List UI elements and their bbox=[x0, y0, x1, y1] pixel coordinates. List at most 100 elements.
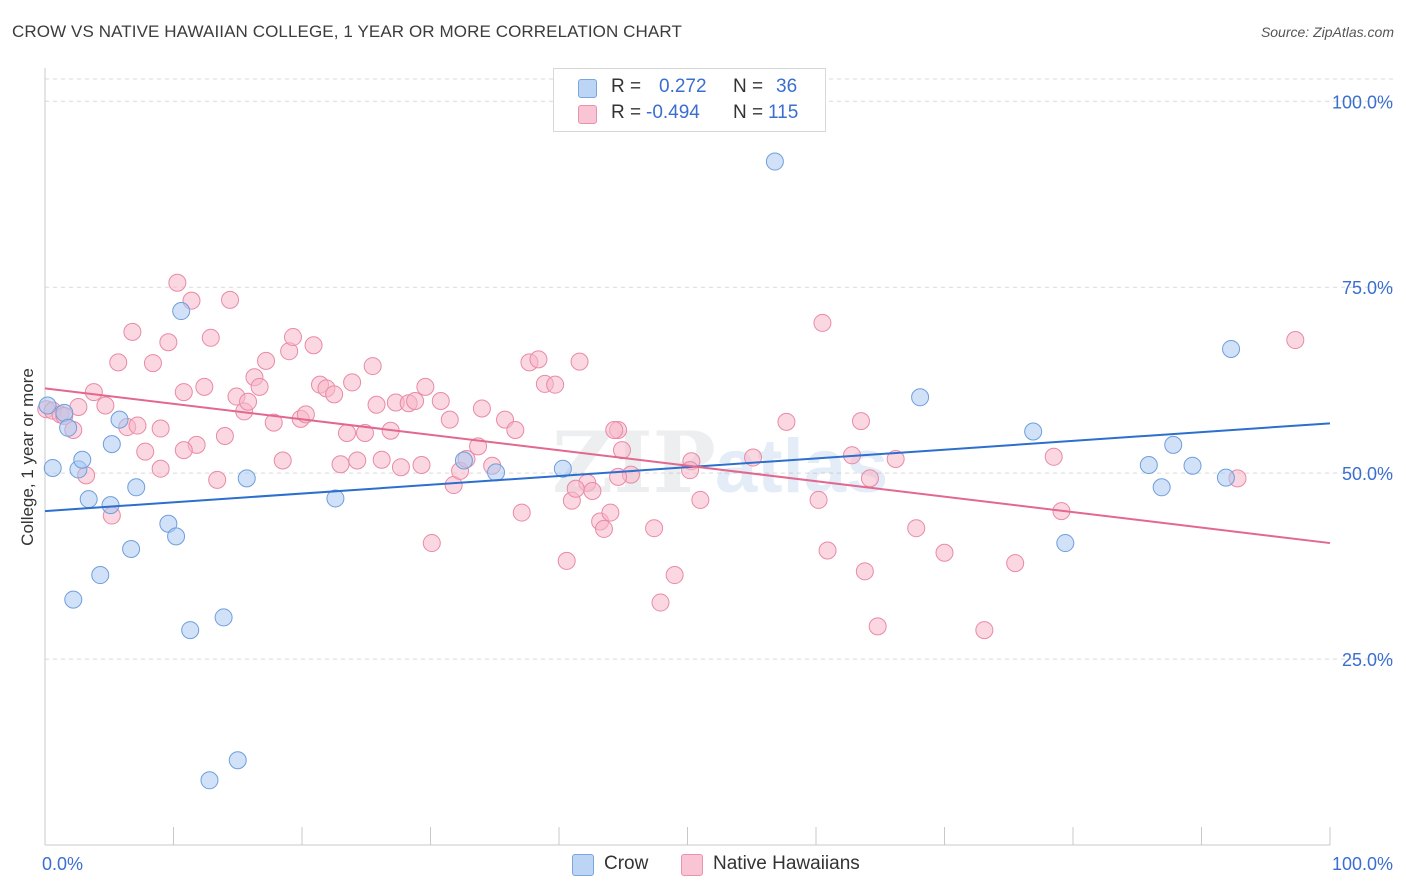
hawaiian-point bbox=[208, 470, 227, 489]
hawaiian-point bbox=[860, 469, 879, 488]
crow-point bbox=[1024, 422, 1043, 441]
hawaiian-point bbox=[777, 412, 796, 431]
hawaiian-point bbox=[512, 503, 531, 522]
hawaiian-point bbox=[123, 322, 142, 341]
hawaiian-point bbox=[96, 396, 115, 415]
hawaiian-point bbox=[605, 421, 624, 440]
crow-swatch bbox=[578, 79, 597, 98]
hawaiian-point bbox=[570, 352, 589, 371]
gridlines bbox=[45, 78, 1395, 660]
hawaiian-point bbox=[851, 412, 870, 431]
hawaiian-point bbox=[665, 566, 684, 585]
crow-point bbox=[1164, 435, 1183, 454]
hawaiian-point bbox=[1286, 331, 1305, 350]
series-crow bbox=[38, 152, 1241, 790]
hawaiian-point bbox=[557, 551, 576, 570]
y-tick-label: 100.0% bbox=[1332, 92, 1393, 112]
hawaiian-point bbox=[469, 437, 488, 456]
hawaiian-point bbox=[250, 377, 269, 396]
crow-trend-line bbox=[44, 422, 1331, 513]
hawaiian-point bbox=[201, 328, 220, 347]
hawaiian-point bbox=[529, 350, 548, 369]
crow-point bbox=[43, 458, 62, 477]
hawaiian-point bbox=[355, 423, 374, 442]
crow-point bbox=[1183, 456, 1202, 475]
hawaiian-point bbox=[337, 423, 356, 442]
hawaiian-trend-line bbox=[44, 387, 1331, 545]
crow-point bbox=[73, 450, 92, 469]
x-tick-label-max: 100.0% bbox=[1332, 854, 1393, 874]
correlation-legend: R = 0.272 N = 36 R = -0.494 N = 115 bbox=[553, 68, 826, 132]
hawaiian-point bbox=[886, 450, 905, 469]
crow-n-label: N = bbox=[733, 76, 764, 97]
crow-point bbox=[765, 152, 784, 171]
crow-point bbox=[553, 459, 572, 478]
crow-point bbox=[214, 608, 233, 627]
tick-labels: 25.0% 50.0% 75.0% 100.0% 0.0% 100.0% bbox=[42, 92, 1393, 874]
hawaiian-point bbox=[128, 416, 147, 435]
hawaiian-point bbox=[645, 519, 664, 538]
hawaiian-swatch bbox=[578, 105, 597, 124]
crow-point bbox=[172, 302, 191, 321]
crow-point bbox=[237, 469, 256, 488]
crow-point bbox=[102, 435, 121, 454]
hawaiian-point bbox=[681, 461, 700, 480]
hawaiian-point bbox=[412, 455, 431, 474]
hawaiian-point bbox=[195, 377, 214, 396]
hawaiian-point bbox=[422, 534, 441, 553]
crow-point bbox=[79, 490, 98, 509]
crow-point bbox=[127, 478, 146, 497]
hawaiian-point bbox=[348, 451, 367, 470]
hawaiian-point bbox=[143, 354, 162, 373]
trend-lines bbox=[44, 387, 1331, 545]
hawaiian-point bbox=[168, 273, 187, 292]
crow-point bbox=[59, 418, 78, 437]
crow-point bbox=[1152, 478, 1171, 497]
crow-point bbox=[91, 566, 110, 585]
hawaiian-point bbox=[372, 450, 391, 469]
crow-point bbox=[454, 451, 473, 470]
hawaiian-point bbox=[257, 351, 276, 370]
hawaiian-point bbox=[416, 377, 435, 396]
hawaiian-point bbox=[331, 455, 350, 474]
crow-point bbox=[1139, 455, 1158, 474]
y-axis-label: College, 1 year or more bbox=[18, 368, 37, 546]
hawaiian-point bbox=[151, 459, 170, 478]
crow-point bbox=[1056, 534, 1075, 553]
crow-point bbox=[110, 410, 129, 429]
crow-point bbox=[228, 751, 247, 770]
hawaiian-r-value: -0.494 bbox=[646, 102, 700, 123]
crow-point bbox=[1216, 468, 1235, 487]
hawaiian-point bbox=[1006, 554, 1025, 573]
hawaiian-point bbox=[506, 421, 525, 440]
hawaiian-point bbox=[174, 441, 193, 460]
crow-point bbox=[38, 396, 57, 415]
y-tick-label: 25.0% bbox=[1342, 650, 1393, 670]
hawaiian-point bbox=[264, 413, 283, 432]
watermark-atlas: atlas bbox=[715, 424, 888, 509]
hawaiian-point bbox=[304, 336, 323, 355]
hawaiian-point bbox=[612, 441, 631, 460]
hawaiian-point bbox=[159, 333, 178, 352]
hawaiian-r-label: R = bbox=[611, 102, 642, 123]
bottom-crow-swatch bbox=[572, 854, 594, 876]
hawaiian-point bbox=[221, 290, 240, 309]
hawaiian-point bbox=[239, 392, 258, 411]
hawaiian-point bbox=[601, 503, 620, 522]
hawaiian-point bbox=[406, 392, 425, 411]
hawaiian-point bbox=[651, 593, 670, 612]
crow-point bbox=[911, 388, 930, 407]
hawaiian-point bbox=[284, 328, 303, 347]
crow-point bbox=[487, 463, 506, 482]
crow-point bbox=[200, 771, 219, 790]
hawaiian-point bbox=[174, 383, 193, 402]
hawaiian-point bbox=[136, 442, 155, 461]
hawaiian-point bbox=[868, 617, 887, 636]
hawaiian-point bbox=[935, 543, 954, 562]
crow-point bbox=[122, 540, 141, 559]
hawaiian-point bbox=[273, 451, 292, 470]
hawaiian-point bbox=[472, 399, 491, 418]
watermark: ZIP atlas bbox=[552, 413, 888, 512]
chart-title: CROW VS NATIVE HAWAIIAN COLLEGE, 1 YEAR … bbox=[12, 22, 682, 41]
hawaiian-point bbox=[343, 373, 362, 392]
